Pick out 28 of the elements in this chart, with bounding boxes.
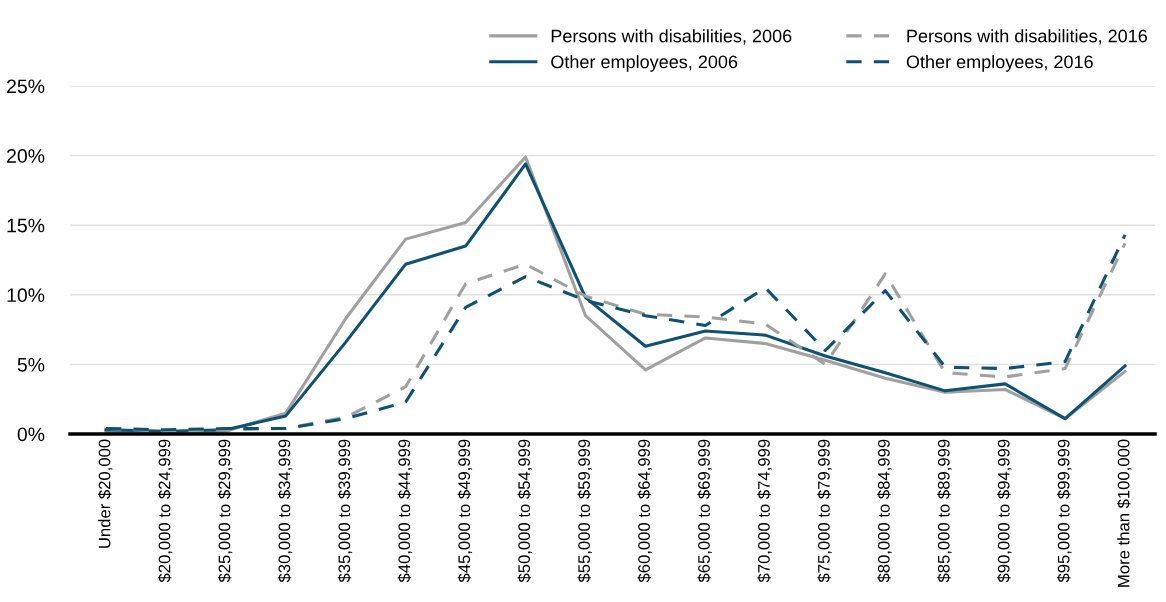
x-tick-label: $45,000 to $49,999 xyxy=(457,439,473,583)
legend-label: Other employees, 2006 xyxy=(551,54,738,72)
x-tick-label: $85,000 to $89,999 xyxy=(937,439,952,583)
x-tick-label: More than $100,000 xyxy=(1117,439,1132,587)
legend-label: Persons with disabilities, 2016 xyxy=(907,29,1147,45)
y-tick-label: 15% xyxy=(7,218,45,233)
x-tick-label: Under $20,000 xyxy=(97,439,113,548)
x-tick-label: $50,000 to $54,999 xyxy=(517,439,533,583)
x-tick-label: $90,000 to $94,999 xyxy=(997,439,1012,583)
x-tick-label: $55,000 to $59,999 xyxy=(577,439,592,583)
x-tick-label: $60,000 to $64,999 xyxy=(637,439,652,583)
x-tick-label: $65,000 to $69,999 xyxy=(697,439,712,583)
y-tick-label: 0% xyxy=(17,427,45,442)
y-tick-label: 20% xyxy=(7,149,45,163)
x-tick-label: $80,000 to $84,999 xyxy=(877,439,892,583)
y-tick-label: 5% xyxy=(17,357,45,372)
x-tick-label: $20,000 to $24,999 xyxy=(157,439,173,583)
y-tick-label: 25% xyxy=(7,79,45,94)
x-tick-label: $75,000 to $79,999 xyxy=(817,439,832,583)
x-tick-label: $95,000 to $99,999 xyxy=(1057,439,1072,583)
legend-label: Other employees, 2016 xyxy=(906,54,1093,72)
y-tick-label: 10% xyxy=(7,288,45,303)
legend-label: Persons with disabilities, 2006 xyxy=(551,29,792,45)
x-tick-label: $35,000 to $39,999 xyxy=(337,439,353,583)
x-tick-label: $30,000 to $34,999 xyxy=(277,439,293,583)
x-tick-label: $40,000 to $44,999 xyxy=(397,439,413,583)
x-tick-label: $70,000 to $74,999 xyxy=(757,439,772,583)
x-tick-label: $25,000 to $29,999 xyxy=(217,439,233,583)
